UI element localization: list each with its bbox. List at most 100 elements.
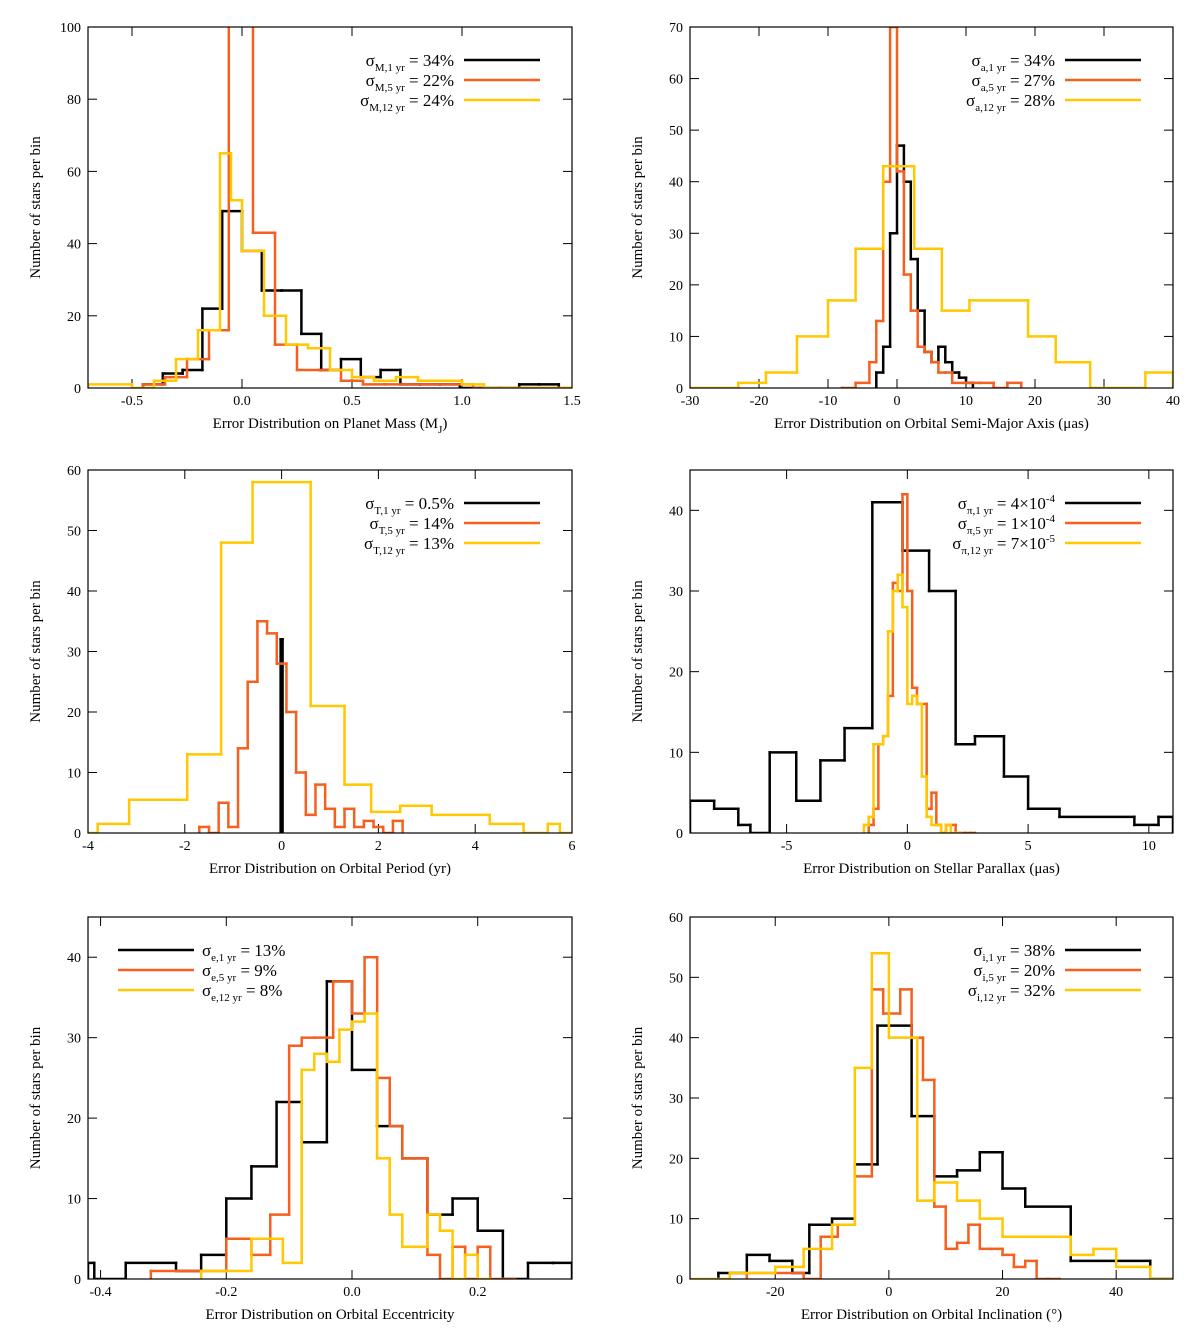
text-run: = 13% <box>405 534 454 553</box>
legend-label: σM,1 yr = 34% <box>366 51 454 74</box>
y-tick-label: 40 <box>669 176 683 191</box>
plot-frame <box>87 469 573 834</box>
y-tick-label: 30 <box>669 585 683 600</box>
x-axis-label: Error Distribution on Planet Mass (MJ) <box>213 416 448 436</box>
legend-label: σa,5 yr = 27% <box>972 71 1055 94</box>
subscript: T,5 yr <box>379 525 405 537</box>
legend-label: σπ,1 yr = 4×10-4 <box>958 493 1056 517</box>
text-run: σ <box>202 941 211 960</box>
x-tick-label: 0 <box>885 1285 892 1300</box>
y-axis-label: Number of stars per bin <box>630 1026 646 1169</box>
x-tick-label: 40 <box>1109 1285 1123 1300</box>
text-run: Error Distribution on Planet Mass (M <box>213 416 438 432</box>
x-tick-label: 40 <box>1166 394 1180 409</box>
panel: -5 0 5 10 0 10 20 30 40 Error Distribution on Ste… <box>630 469 1174 877</box>
y-tick-label: 0 <box>676 1273 683 1288</box>
y-tick-label: 0 <box>74 382 81 397</box>
text-run: = 34% <box>405 51 454 70</box>
text-run: σ <box>972 71 981 90</box>
y-tick-label: 80 <box>67 93 81 108</box>
legend-label: σπ,5 yr = 1×10-4 <box>958 513 1056 537</box>
plot-area <box>690 951 1173 1279</box>
y-tick-label: 0 <box>676 827 683 842</box>
x-tick-label: 0 <box>894 394 901 409</box>
text-run: = 1×10 <box>993 514 1046 533</box>
subscript: M,12 yr <box>369 102 405 114</box>
text-run: σ <box>952 534 961 553</box>
x-tick-label: 4 <box>472 839 479 854</box>
subscript: π,1 yr <box>967 505 993 517</box>
text-run: σ <box>966 91 975 110</box>
y-tick-label: 40 <box>67 238 81 253</box>
plot-area <box>88 480 572 833</box>
text-run: σ <box>973 961 982 980</box>
y-axis-label: Number of stars per bin <box>630 136 646 279</box>
text-run: Error Distribution on Orbital Eccentrici… <box>205 1307 455 1323</box>
plot-area <box>690 492 1173 833</box>
text-run: Error Distribution on Orbital Period (yr… <box>209 861 451 877</box>
text-run: σ <box>366 51 375 70</box>
text-run: σ <box>360 91 369 110</box>
y-tick-label: 40 <box>67 585 81 600</box>
x-tick-label: 20 <box>996 1285 1010 1300</box>
legend-label: σT,5 yr = 14% <box>370 514 455 537</box>
text-run: σ <box>202 961 211 980</box>
x-tick-label: 30 <box>1097 394 1111 409</box>
y-tick-label: 60 <box>669 911 683 926</box>
text-run: = 32% <box>1006 981 1055 1000</box>
subscript: π,12 yr <box>961 545 993 557</box>
x-tick-label: -20 <box>766 1285 785 1300</box>
x-tick-label: 5 <box>1025 839 1032 854</box>
x-tick-label: 10 <box>1142 839 1156 854</box>
subscript: a,1 yr <box>981 62 1006 74</box>
x-tick-label: -10 <box>819 394 838 409</box>
text-run: σ <box>958 514 967 533</box>
y-tick-label: 50 <box>669 971 683 986</box>
y-tick-label: 10 <box>669 330 683 345</box>
plot-area <box>88 955 572 1279</box>
text-run: = 22% <box>405 71 454 90</box>
y-tick-label: 100 <box>60 21 81 36</box>
plot-frame <box>87 26 573 389</box>
panel: -20 0 20 40 0 10 20 30 40 50 60 Error Distribution … <box>630 911 1174 1323</box>
legend-label: σT,1 yr = 0.5% <box>365 494 454 517</box>
x-axis-label: Error Distribution on Orbital Period (yr… <box>209 861 451 877</box>
text-run: ) <box>442 416 447 432</box>
text-run: σ <box>972 51 981 70</box>
y-tick-label: 20 <box>669 1152 683 1167</box>
x-tick-label: -4 <box>82 839 94 854</box>
y-tick-label: 10 <box>67 767 81 782</box>
subscript: i,5 yr <box>983 972 1007 984</box>
text-run: = 38% <box>1006 941 1055 960</box>
panel: -0.5 0.0 0.5 1.0 1.5 0 20 40 60 80 100 Error Distri… <box>28 21 581 436</box>
text-run: = 14% <box>405 514 454 533</box>
superscript: -4 <box>1046 513 1056 525</box>
superscript: -5 <box>1046 533 1056 545</box>
text-run: σ <box>366 71 375 90</box>
plot-frame <box>87 916 573 1280</box>
y-tick-label: 0 <box>74 827 81 842</box>
y-tick-label: 60 <box>669 73 683 88</box>
legend-label: σT,12 yr = 13% <box>364 534 454 557</box>
legend-label: σe,5 yr = 9% <box>202 961 277 984</box>
x-tick-label: 0.5 <box>343 394 361 409</box>
y-tick-label: 10 <box>669 746 683 761</box>
subscript: M,5 yr <box>375 82 405 94</box>
text-run: = 13% <box>236 941 285 960</box>
text-run: = 34% <box>1006 51 1055 70</box>
x-tick-label: 0.2 <box>469 1285 487 1300</box>
x-tick-label: 0.0 <box>233 394 251 409</box>
x-tick-label: 10 <box>959 394 973 409</box>
x-tick-label: 0 <box>278 839 285 854</box>
text-run: σ <box>370 514 379 533</box>
x-tick-label: -0.4 <box>89 1285 111 1300</box>
text-run: Error Distribution on Stellar Parallax (… <box>803 861 1060 877</box>
y-tick-label: 20 <box>669 666 683 681</box>
panel: -0.4 -0.2 0.0 0.2 0 10 20 30 40 Error Distributio… <box>28 916 573 1323</box>
x-tick-label: -30 <box>681 394 700 409</box>
x-tick-label: 20 <box>1028 394 1042 409</box>
y-tick-label: 30 <box>669 1092 683 1107</box>
legend-label: σa,12 yr = 28% <box>966 91 1055 114</box>
legend-label: σi,5 yr = 20% <box>973 961 1055 984</box>
y-tick-label: 20 <box>67 706 81 721</box>
